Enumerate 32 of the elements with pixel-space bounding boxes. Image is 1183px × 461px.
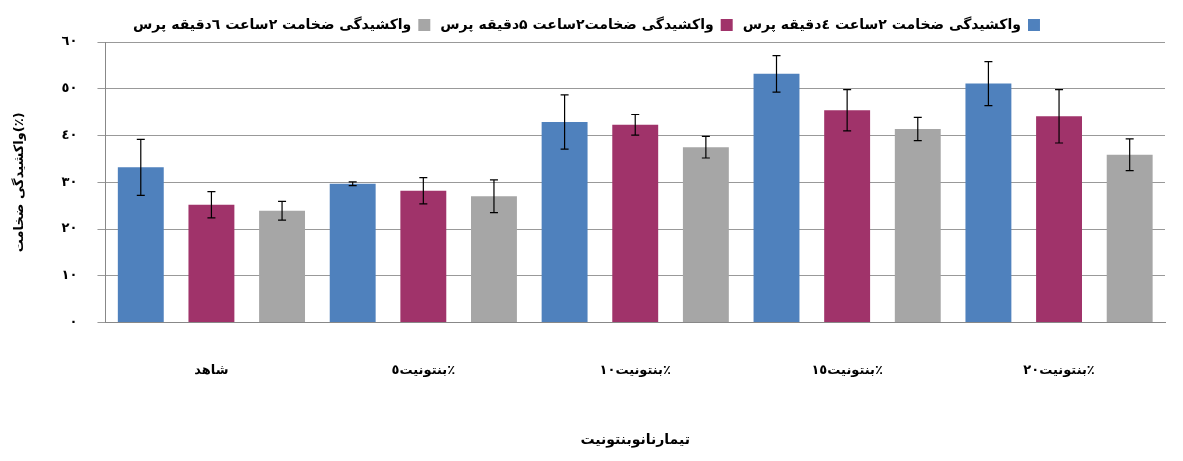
bar (259, 210, 306, 323)
bar (682, 147, 729, 323)
y-tick-label: ٦٠ (61, 33, 78, 49)
legend-label: واکشیدگی ضخامت ۲ساعت ٤دقیقه پرس (742, 15, 1021, 33)
bar (541, 121, 588, 323)
bar (753, 73, 800, 323)
y-tick-label: ٠ (69, 313, 78, 329)
x-axis-title: تیمارنانوبنتونیت (580, 431, 690, 449)
legend-label: واکشیدگی ضخامت۲ساعت ۵دقیقه پرس (440, 15, 714, 33)
legend-label: واکشیدگی ضخامت ۲ساعت ٦دقیقه پرس (133, 15, 412, 33)
y-tick-label: ٥٠ (61, 80, 78, 96)
x-tick-label: بنتونیت٥٪ (391, 361, 456, 377)
bar (612, 124, 659, 323)
bar (1036, 116, 1082, 323)
bar (329, 183, 376, 323)
y-axis-title: واکشیدگی ضخامت(٪) (11, 112, 27, 253)
y-tick-label: ١٠ (61, 267, 78, 283)
bar (894, 128, 941, 323)
bar (1106, 154, 1153, 323)
x-tick-label: شاهد (194, 361, 229, 377)
bar (188, 204, 235, 323)
bar (117, 167, 164, 323)
x-tick-label: بنتونیت٢٠٪ (1023, 361, 1095, 377)
bar (471, 196, 517, 323)
y-tick-label: ٣٠ (61, 173, 78, 189)
bar (400, 190, 447, 323)
bar (824, 110, 871, 323)
bar (965, 83, 1012, 323)
y-tick-label: ٤٠ (61, 126, 78, 142)
x-tick-label: بنتونیت١٥٪ (811, 361, 883, 377)
y-tick-label: ٢٠ (61, 220, 78, 236)
x-tick-label: بنتونیت١٠٪ (599, 361, 672, 377)
